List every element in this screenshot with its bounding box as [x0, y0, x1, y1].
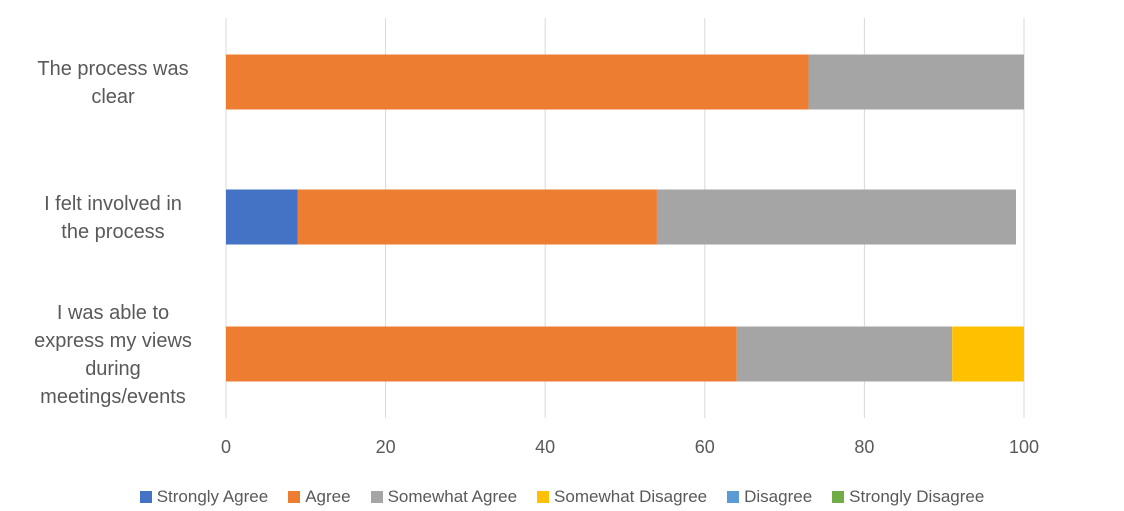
- category-label: I was able to express my views during meeti…: [34, 302, 192, 408]
- x-tick-label: 60: [695, 437, 715, 457]
- x-tick-label: 0: [221, 437, 231, 457]
- category-label-line: express my views: [34, 330, 192, 352]
- bar-agree: [226, 326, 737, 382]
- legend-label: Somewhat Disagree: [554, 487, 708, 506]
- legend: Strongly Agree Agree Somewhat Agree Somewha…: [0, 484, 1124, 510]
- x-tick-label: 40: [535, 437, 555, 457]
- category-label: I felt involved in the process: [44, 193, 182, 243]
- bar-somewhat-agree: [808, 54, 1024, 110]
- category-label-line: during: [85, 358, 141, 380]
- bar-strongly-agree: [226, 189, 298, 245]
- category-label-line: I was able to: [57, 302, 169, 324]
- bar-agree: [226, 54, 809, 110]
- category-label-line: meetings/events: [40, 386, 186, 408]
- legend-item: Strongly Agree: [139, 487, 269, 507]
- legend-item: Somewhat Disagree: [537, 487, 707, 507]
- legend-item: Disagree: [727, 487, 812, 507]
- x-tick-label: 100: [1009, 437, 1039, 457]
- legend-item: Strongly Disagree: [832, 487, 984, 507]
- bar-somewhat-agree: [736, 326, 953, 382]
- legend-swatch: [832, 491, 845, 503]
- legend-item: Somewhat Agree: [370, 487, 518, 507]
- legend-swatch: [288, 491, 301, 503]
- legend-label: Disagree: [744, 487, 813, 506]
- category-label-line: I felt involved in: [44, 193, 182, 215]
- legend-item: Agree: [288, 487, 351, 507]
- bar-somewhat-disagree: [952, 326, 1024, 382]
- x-axis-tick-labels: 0 20 40 60 80 100: [221, 437, 1039, 457]
- legend-swatch: [139, 491, 152, 503]
- x-tick-label: 80: [854, 437, 874, 457]
- category-label-line: the process: [61, 221, 164, 243]
- category-labels: The process was clear I felt involved in th…: [34, 58, 192, 408]
- category-label-line: clear: [91, 86, 135, 108]
- legend-swatch: [727, 491, 740, 503]
- legend-label: Strongly Agree: [156, 487, 269, 506]
- legend-label: Agree: [305, 487, 351, 506]
- category-label: The process was clear: [37, 58, 188, 108]
- bars: [226, 54, 1024, 382]
- legend-label: Strongly Disagree: [849, 487, 985, 506]
- category-label-line: The process was: [37, 58, 188, 80]
- legend-swatch: [537, 491, 550, 503]
- legend-label: Somewhat Agree: [387, 487, 518, 506]
- bar-agree: [297, 189, 657, 245]
- legend-swatch: [370, 491, 383, 503]
- bar-somewhat-agree: [656, 189, 1017, 245]
- stacked-bar-chart: The process was clear I felt involved in th…: [34, 18, 1039, 457]
- x-tick-label: 20: [376, 437, 396, 457]
